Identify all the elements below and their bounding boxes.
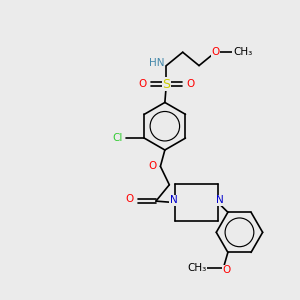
Text: O: O	[240, 47, 248, 57]
Text: S: S	[162, 77, 170, 91]
Text: O: O	[138, 79, 147, 89]
Text: O: O	[222, 265, 230, 275]
Text: HN: HN	[149, 58, 165, 68]
Text: O: O	[125, 194, 133, 204]
Text: O: O	[211, 47, 220, 57]
Text: CH₃: CH₃	[187, 263, 206, 273]
Text: N: N	[216, 195, 224, 205]
Text: Cl: Cl	[112, 133, 123, 143]
Text: CH₃: CH₃	[233, 47, 252, 57]
Text: O: O	[186, 79, 194, 89]
Text: N: N	[170, 195, 178, 205]
Text: O: O	[148, 161, 156, 171]
